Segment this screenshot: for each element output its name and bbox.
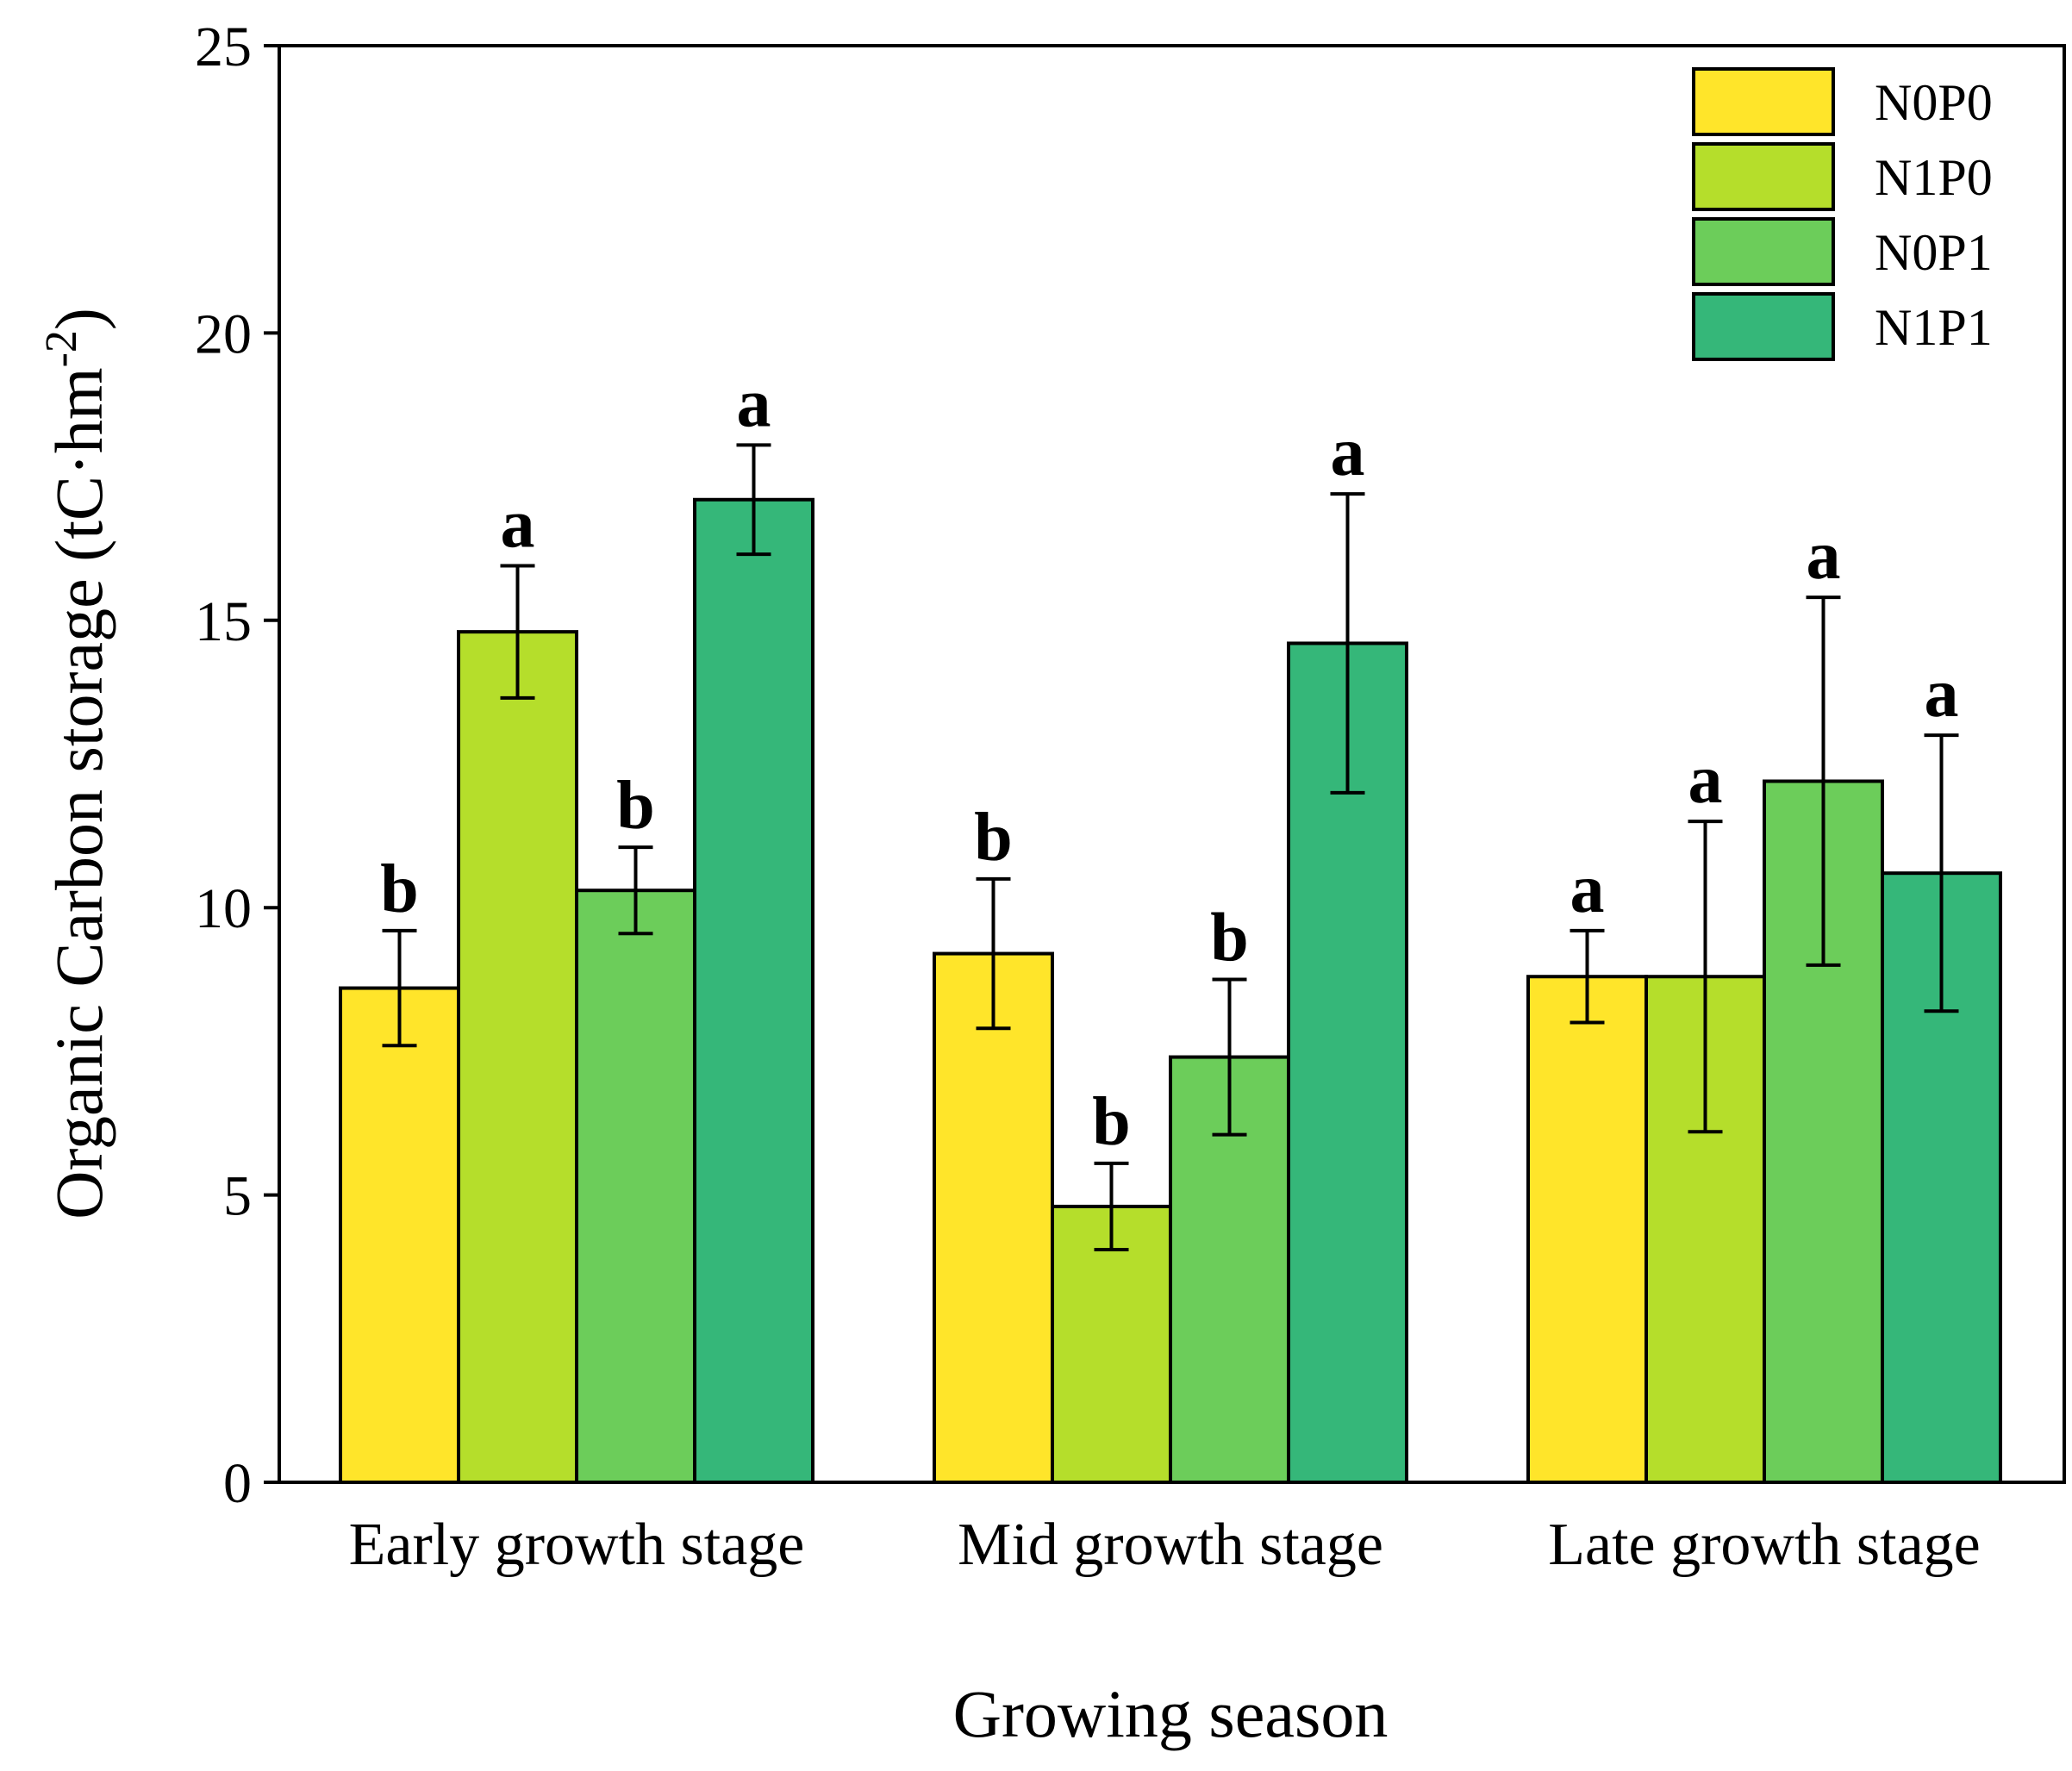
bar-n1p0-1 <box>457 630 578 1484</box>
bar-n1p1-1 <box>693 497 814 1484</box>
legend-swatch <box>1692 292 1835 361</box>
legend-item-n0p1: N0P1 <box>1692 217 1993 286</box>
y-tick-label: 25 <box>195 16 252 78</box>
y-tick-label: 20 <box>195 302 252 365</box>
significance-label-n1p1-2: a <box>1331 415 1365 490</box>
error-bar-n1p1-2 <box>1330 492 1365 795</box>
y-axis-title: Organic Carbon storage (tC·hm-2) <box>37 308 116 1219</box>
significance-label-n0p0-1: b <box>380 851 419 927</box>
significance-labels-layer: b a b a b b b a a a a a <box>380 365 1958 1160</box>
significance-label-n1p0-3: a <box>1688 742 1723 818</box>
x-category-label: Late growth stage <box>1548 1512 1980 1578</box>
bars-layer <box>339 497 2002 1485</box>
significance-label-n1p0-1: a <box>501 486 535 562</box>
error-bar-n0p1-1 <box>618 845 653 936</box>
plot-frame <box>278 44 2066 1484</box>
y-tick-label: 0 <box>223 1452 252 1515</box>
bar-n0p1-1 <box>575 889 696 1485</box>
legend-label: N0P0 <box>1875 74 1993 131</box>
significance-label-n0p1-3: a <box>1807 518 1841 594</box>
y-tick-label: 10 <box>195 877 252 940</box>
legend-label: N1P0 <box>1875 149 1993 206</box>
error-bar-n0p0-1 <box>382 928 417 1048</box>
legend: N0P0 N1P0 N0P1 N1P1 <box>1692 67 1993 361</box>
significance-label-n0p0-2: b <box>974 800 1013 876</box>
error-bar-n0p0-3 <box>1570 928 1605 1025</box>
x-axis: Early growth stage Mid growth stage Late g… <box>349 1512 1981 1578</box>
bar-n0p0-3 <box>1526 975 1648 1484</box>
error-bars-layer <box>382 443 1959 1251</box>
y-axis-title-sup: -2 <box>37 330 86 367</box>
x-category-label: Mid growth stage <box>958 1512 1383 1578</box>
significance-label-n0p1-2: b <box>1210 901 1249 976</box>
significance-label-n1p1-3: a <box>1925 656 1959 732</box>
y-tick-label: 5 <box>223 1165 252 1228</box>
legend-label: N1P1 <box>1875 299 1993 356</box>
legend-swatch <box>1692 67 1835 136</box>
bar-n0p0-2 <box>933 951 1054 1484</box>
error-bar-n1p1-1 <box>736 443 771 557</box>
error-bar-n0p0-2 <box>976 876 1011 1031</box>
legend-swatch <box>1692 142 1835 211</box>
error-bar-n1p0-1 <box>500 564 535 700</box>
legend-swatch <box>1692 217 1835 286</box>
significance-label-n1p1-1: a <box>737 365 771 441</box>
legend-item-n1p0: N1P0 <box>1692 142 1993 211</box>
error-bar-n1p0-3 <box>1688 820 1723 1134</box>
bar-n0p0-1 <box>339 986 460 1484</box>
error-bar-n0p1-3 <box>1806 596 1841 967</box>
error-bar-n1p1-3 <box>1924 733 1959 1013</box>
legend-item-n1p1: N1P1 <box>1692 292 1993 361</box>
y-tick-label: 15 <box>195 590 252 653</box>
legend-label: N0P1 <box>1875 224 1993 281</box>
y-axis: 0 5 10 15 20 25 <box>195 16 279 1515</box>
legend-item-n0p0: N0P0 <box>1692 67 1993 136</box>
x-axis-title: Growing season <box>953 1676 1389 1751</box>
error-bar-n1p0-2 <box>1094 1161 1129 1251</box>
significance-label-n0p0-3: a <box>1570 851 1605 927</box>
significance-label-n0p1-1: b <box>616 768 655 844</box>
x-category-label: Early growth stage <box>349 1512 805 1578</box>
error-bar-n0p1-2 <box>1212 977 1247 1137</box>
y-axis-title-main: Organic Carbon storage (tC·hm <box>41 367 116 1219</box>
significance-label-n1p0-2: b <box>1092 1084 1131 1160</box>
y-axis-title-close: ) <box>41 308 116 330</box>
